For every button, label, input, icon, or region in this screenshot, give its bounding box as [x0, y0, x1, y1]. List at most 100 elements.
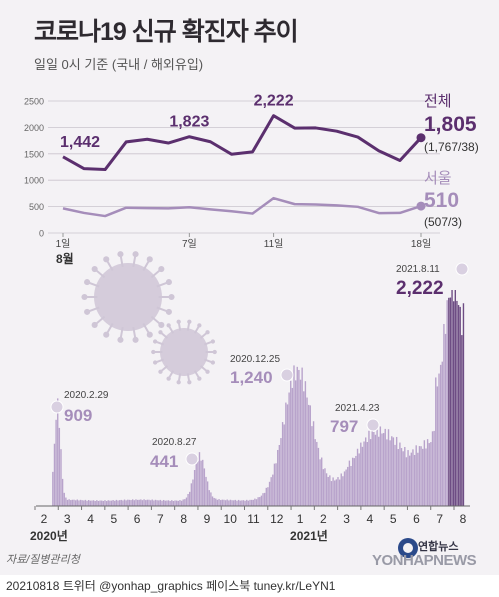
daily-bar	[161, 500, 163, 506]
month-label: 6	[413, 512, 420, 526]
x-tick-label: 1일	[56, 238, 71, 250]
daily-bar	[374, 434, 377, 506]
daily-bar	[291, 387, 294, 506]
series-end-marker	[416, 201, 426, 211]
daily-bar	[193, 469, 196, 506]
daily-bar	[226, 499, 228, 506]
daily-bar	[104, 500, 106, 506]
daily-bar	[441, 361, 443, 506]
daily-bar	[312, 421, 315, 506]
daily-bar	[63, 492, 65, 506]
peak-marker	[455, 262, 469, 276]
x-tick-label: 7일	[182, 238, 197, 250]
daily-bar	[182, 499, 184, 506]
daily-bar	[443, 323, 445, 506]
daily-bar	[131, 499, 134, 506]
daily-bar	[127, 499, 129, 506]
daily-bar	[389, 440, 391, 506]
daily-bar	[83, 500, 85, 506]
daily-bar	[249, 499, 251, 506]
month-label: 11	[247, 512, 260, 526]
x-tick-label: 18일	[411, 238, 431, 250]
daily-bar	[418, 446, 421, 506]
virus-spike-tip	[132, 336, 139, 343]
daily-bar	[120, 499, 122, 506]
series-end-marker	[416, 133, 426, 143]
virus-spike-tip	[187, 380, 192, 385]
daily-bar	[76, 499, 78, 506]
daily-bar	[205, 476, 207, 506]
daily-bar	[461, 335, 463, 506]
virus-spike-tip	[132, 251, 139, 258]
daily-bar	[454, 290, 457, 506]
daily-bar	[219, 500, 222, 506]
daily-bar	[348, 460, 351, 506]
daily-bar	[180, 500, 183, 506]
virus-spike-tip	[187, 319, 192, 324]
virus-spike-tip	[103, 331, 110, 338]
daily-bar	[444, 333, 447, 506]
daily-bar	[413, 454, 416, 506]
daily-bar	[439, 364, 442, 506]
daily-bar	[159, 499, 162, 506]
daily-bar	[52, 471, 54, 506]
daily-bar	[273, 463, 276, 506]
daily-bar	[184, 499, 186, 506]
daily-bar	[210, 492, 212, 506]
daily-bar	[259, 497, 261, 506]
series-line	[62, 114, 423, 172]
virus-body	[160, 328, 208, 376]
virus-spike-tip	[158, 330, 163, 335]
daily-bar	[387, 429, 390, 506]
year-label: 2021년	[290, 529, 328, 543]
daily-bar	[275, 463, 277, 506]
virus-spike-tip	[197, 376, 202, 381]
month-label: 4	[87, 512, 94, 526]
daily-bar	[412, 449, 414, 506]
daily-bar	[350, 465, 352, 506]
virus-spike-tip	[166, 323, 171, 328]
daily-bar	[355, 455, 357, 506]
daily-bar	[358, 453, 360, 506]
peak-value-label: 1,240	[230, 368, 273, 387]
daily-bar	[430, 442, 432, 506]
daily-bar	[433, 430, 435, 506]
daily-bar	[164, 500, 166, 506]
daily-bar	[268, 481, 271, 506]
daily-bar	[65, 497, 67, 506]
daily-bar	[187, 493, 189, 506]
daily-bar	[250, 499, 253, 506]
daily-bar	[280, 438, 282, 506]
daily-bar	[345, 469, 347, 506]
daily-bar	[172, 500, 175, 506]
daily-bar	[223, 499, 225, 506]
virus-spike-tip	[146, 256, 153, 263]
month-label: 7	[436, 512, 443, 526]
daily-bar	[311, 426, 313, 506]
daily-bar	[143, 499, 145, 506]
daily-bar	[322, 469, 325, 506]
month-label: 5	[110, 512, 117, 526]
month-label: 1	[297, 512, 304, 526]
daily-bar	[360, 442, 362, 506]
peak-date-label: 2020.12.25	[230, 354, 280, 365]
daily-bar	[94, 501, 96, 506]
daily-bar	[301, 367, 303, 506]
virus-spike-tip	[212, 349, 217, 355]
peak-date-label: 2020.8.27	[152, 437, 197, 448]
daily-bar	[365, 437, 367, 506]
virus-spike-tip	[117, 251, 124, 258]
daily-bar	[162, 499, 165, 506]
virus-spike-tip	[91, 265, 98, 273]
daily-bar	[423, 440, 426, 506]
daily-bar	[392, 437, 395, 506]
daily-bar	[239, 500, 241, 506]
month-label: 7	[157, 512, 164, 526]
peak-label: 1,823	[169, 114, 209, 131]
daily-bar	[229, 499, 232, 506]
daily-bar	[405, 457, 408, 506]
daily-bar	[148, 499, 150, 506]
daily-bar	[456, 300, 458, 506]
daily-bar	[154, 499, 157, 506]
daily-bar	[376, 425, 378, 506]
